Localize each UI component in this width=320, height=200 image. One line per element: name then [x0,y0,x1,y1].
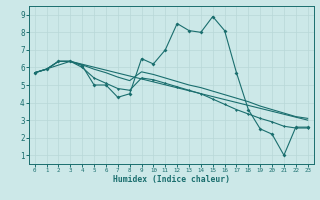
X-axis label: Humidex (Indice chaleur): Humidex (Indice chaleur) [113,175,230,184]
